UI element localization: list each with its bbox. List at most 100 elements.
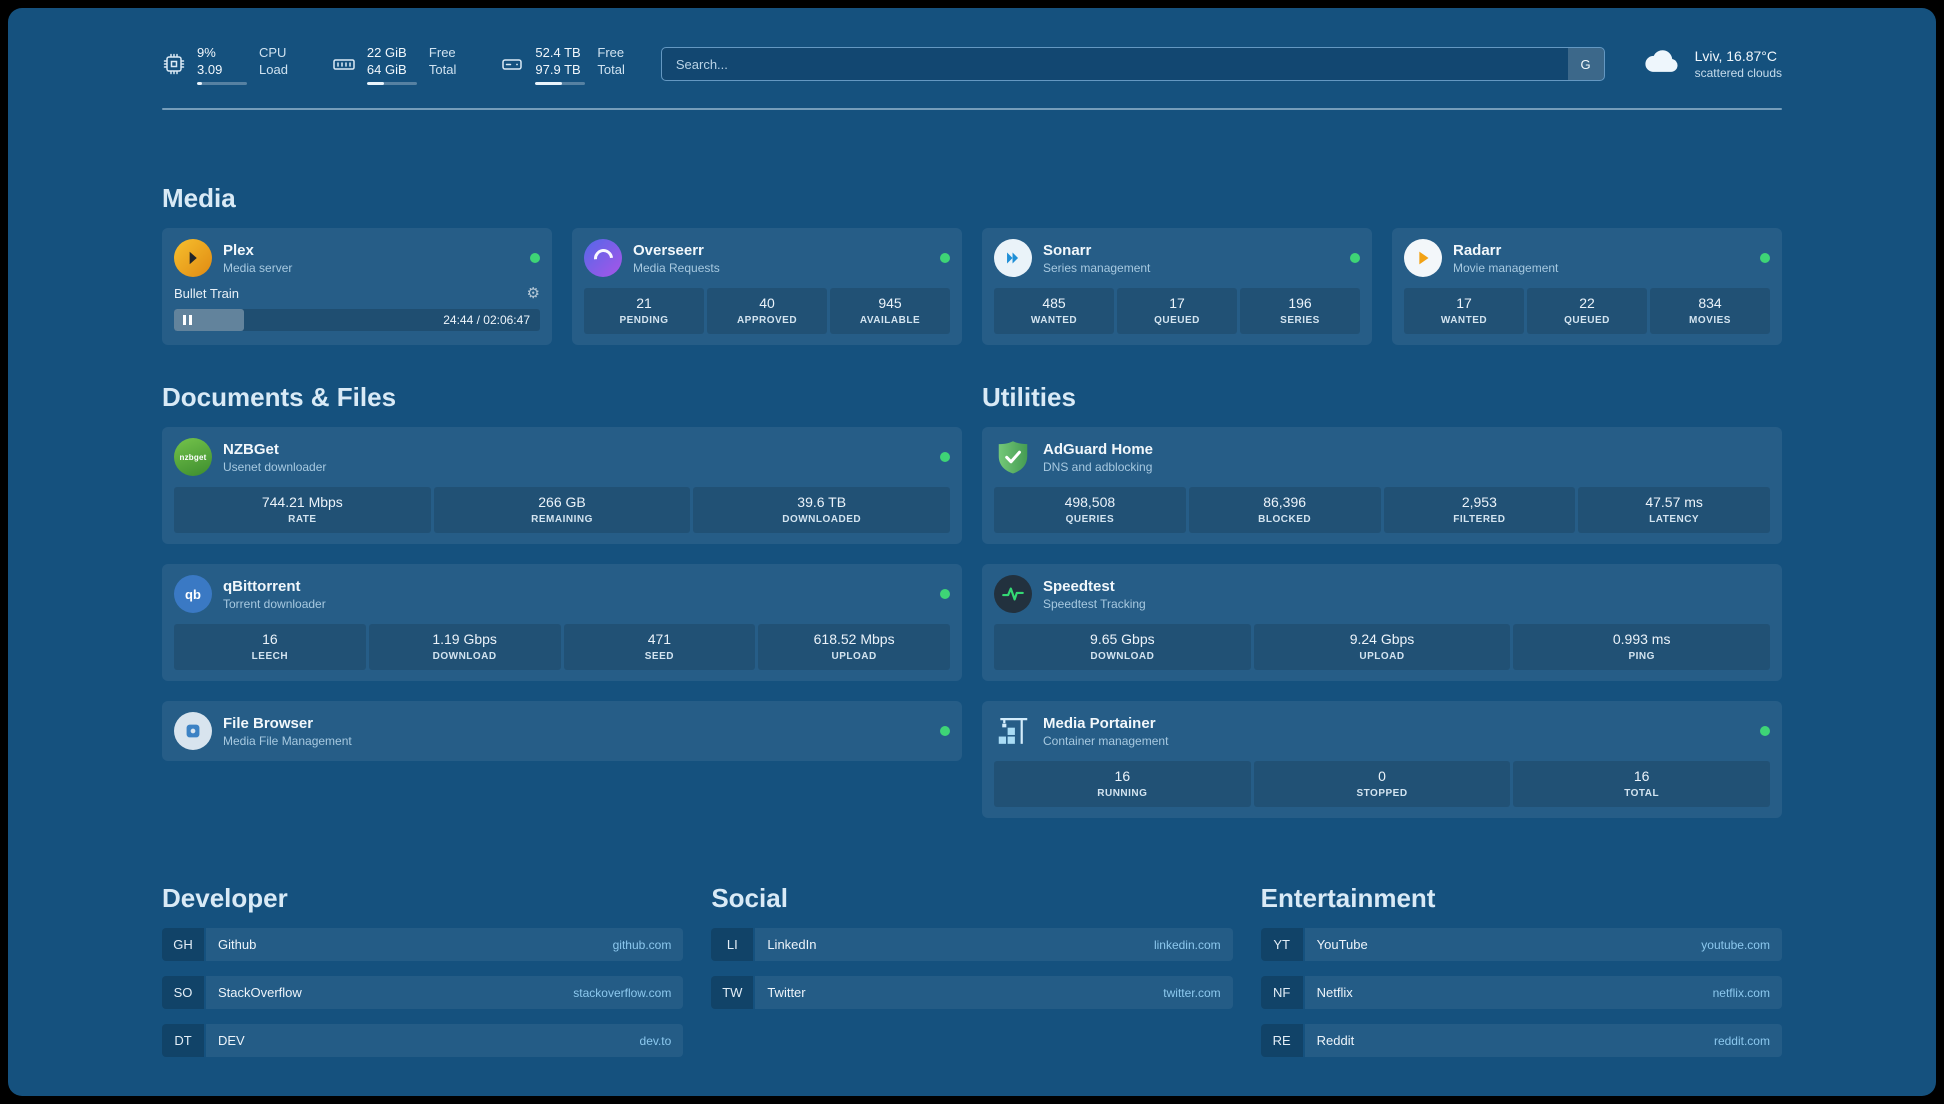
status-dot — [1760, 253, 1770, 263]
stat-box: 17 QUEUED — [1117, 288, 1237, 334]
weather-condition: scattered clouds — [1694, 66, 1782, 80]
nzbget-titles: NZBGet Usenet downloader — [223, 440, 326, 475]
stat-label: RATE — [288, 514, 317, 525]
stat-label: AVAILABLE — [859, 315, 921, 326]
portainer-stats: 16 RUNNING 0 STOPPED 16 TOTAL — [994, 761, 1771, 807]
stat-label: QUEUED — [1564, 315, 1610, 326]
speedtest-card[interactable]: Speedtest Speedtest Tracking 9.65 Gbps D… — [982, 564, 1782, 681]
stat-label: QUEUED — [1154, 315, 1200, 326]
stat-label: PING — [1628, 651, 1655, 662]
bookmark-youtube[interactable]: YT YouTube youtube.com — [1260, 928, 1782, 961]
stat-value: 16 — [262, 631, 278, 647]
settings-gear-icon[interactable]: ⚙ — [526, 285, 540, 302]
radarr-card[interactable]: Radarr Movie management 17 WANTED 22 QUE… — [1392, 228, 1782, 345]
bookmark-reddit[interactable]: RE Reddit reddit.com — [1260, 1024, 1782, 1057]
memory-widget: 22 GiB 64 GiB Free Total — [332, 44, 456, 85]
stat-value: 9.65 Gbps — [1090, 631, 1155, 647]
qbittorrent-card[interactable]: qb qBittorrent Torrent downloader 16 — [162, 564, 962, 681]
stat-value: 9.24 Gbps — [1349, 631, 1415, 647]
cpu-usage-bar-fill — [197, 81, 202, 85]
status-dot — [530, 253, 540, 263]
portainer-header: Media Portainer Container management — [994, 712, 1770, 750]
stat-label: BLOCKED — [1258, 514, 1312, 525]
stat-label: SERIES — [1280, 315, 1320, 326]
service-name: File Browser — [223, 714, 314, 732]
header-divider — [162, 108, 1782, 110]
bookmark-stackoverflow[interactable]: SO StackOverflow stackoverflow.com — [162, 976, 684, 1009]
speedtest-stats: 9.65 Gbps DOWNLOAD 9.24 Gbps UPLOAD 0.99… — [994, 624, 1771, 670]
stat-box: 0.993 ms PING — [1513, 624, 1771, 670]
stat-label: UPLOAD — [1359, 651, 1405, 662]
stat-label: MOVIES — [1689, 315, 1731, 326]
bookmark-github[interactable]: GH Github github.com — [162, 928, 684, 961]
search-provider-button[interactable]: G — [1567, 48, 1604, 80]
stat-label: APPROVED — [736, 315, 798, 326]
bookmark-abbr: DT — [162, 1024, 204, 1057]
sonarr-card[interactable]: Sonarr Series management 485 WANTED 17 Q… — [982, 228, 1372, 345]
sonarr-header: Sonarr Series management — [994, 239, 1360, 277]
bookmark-name: DEV — [218, 1033, 245, 1048]
service-name: Plex — [223, 241, 254, 259]
service-name: qBittorrent — [223, 577, 301, 595]
bookmark-url: stackoverflow.com — [573, 985, 672, 1000]
status-dot — [940, 589, 950, 599]
weather-widget: Lviv, 16.87°C scattered clouds — [1641, 46, 1782, 82]
bookmark-netflix[interactable]: NF Netflix netflix.com — [1260, 976, 1782, 1009]
bookmarks-section: Developer GH Github github.com SO StackO… — [162, 882, 1782, 1096]
stat-label: STOPPED — [1356, 788, 1408, 799]
search-input[interactable] — [661, 48, 1568, 80]
stat-box: 16 LEECH — [174, 624, 366, 670]
nzbget-card[interactable]: nzbget NZBGet Usenet downloader 744.21 M… — [162, 427, 962, 544]
bookmark-dev[interactable]: DT DEV dev.to — [162, 1024, 684, 1057]
qbittorrent-stats: 16 LEECH 1.19 Gbps DOWNLOAD 471 SEED — [174, 624, 950, 670]
stat-box: 86,396 BLOCKED — [1188, 487, 1381, 533]
service-name: Overseerr — [633, 241, 704, 259]
service-name: NZBGet — [223, 440, 279, 458]
portainer-card[interactable]: Media Portainer Container management 16 … — [982, 701, 1782, 818]
sonarr-stats: 485 WANTED 17 QUEUED 196 SERIES — [994, 288, 1360, 334]
plex-icon — [174, 239, 212, 277]
plex-card[interactable]: Plex Media server Bullet Train ⚙ 24:44 /… — [162, 228, 552, 345]
bookmark-group-developer: Developer GH Github github.com SO StackO… — [162, 882, 684, 1057]
pause-button[interactable] — [183, 315, 192, 325]
bookmark-twitter[interactable]: TW Twitter twitter.com — [711, 976, 1233, 1009]
stat-value: 834 — [1698, 295, 1722, 311]
stat-label: DOWNLOAD — [1090, 651, 1155, 662]
stat-value: 17 — [1169, 295, 1185, 311]
sonarr-icon — [994, 239, 1032, 277]
stat-value: 22 — [1579, 295, 1595, 311]
stat-label: RUNNING — [1097, 788, 1148, 799]
stat-label: WANTED — [1440, 315, 1488, 326]
service-subtitle: Media File Management — [223, 733, 352, 748]
stat-box: 16 RUNNING — [994, 761, 1251, 807]
stat-box: 618.52 Mbps UPLOAD — [758, 624, 950, 670]
nzbget-icon: nzbget — [174, 438, 212, 476]
bookmark-abbr: NF — [1260, 976, 1303, 1009]
adguard-card[interactable]: AdGuard Home DNS and adblocking 498,508 … — [982, 427, 1782, 544]
nzbget-header: nzbget NZBGet Usenet downloader — [174, 438, 950, 476]
stat-box: 266 GB REMAINING — [433, 487, 691, 533]
media-section-title: Media — [162, 183, 236, 213]
dashboard: 9% 3.09 CPU Load — [8, 8, 1936, 1096]
service-name: Speedtest — [1043, 577, 1115, 595]
bookmark-linkedin[interactable]: LI LinkedIn linkedin.com — [711, 928, 1233, 961]
overseerr-card[interactable]: Overseerr Media Requests 21 PENDING 40 A… — [572, 228, 962, 345]
weather-location: Lviv, 16.87°C — [1694, 48, 1777, 64]
stat-value: 266 GB — [538, 494, 586, 510]
stat-label: DOWNLOADED — [782, 514, 862, 525]
disk-usage-bar — [535, 81, 586, 85]
memory-usage-bar — [366, 81, 417, 85]
filebrowser-titles: File Browser Media File Management — [223, 714, 352, 749]
stat-value: 17 — [1456, 295, 1472, 311]
disk-free-label: Free — [597, 44, 625, 60]
filebrowser-card[interactable]: File Browser Media File Management — [162, 701, 962, 761]
stat-label: TOTAL — [1624, 788, 1660, 799]
bookmark-abbr: SO — [162, 976, 204, 1009]
sonarr-titles: Sonarr Series management — [1043, 241, 1150, 276]
radarr-titles: Radarr Movie management — [1453, 241, 1558, 276]
cpu-usage-bar — [197, 81, 247, 85]
service-name: AdGuard Home — [1043, 440, 1154, 458]
service-subtitle: Movie management — [1453, 260, 1559, 275]
bookmark-name: StackOverflow — [218, 985, 302, 1000]
stat-box: 40 APPROVED — [707, 288, 827, 334]
